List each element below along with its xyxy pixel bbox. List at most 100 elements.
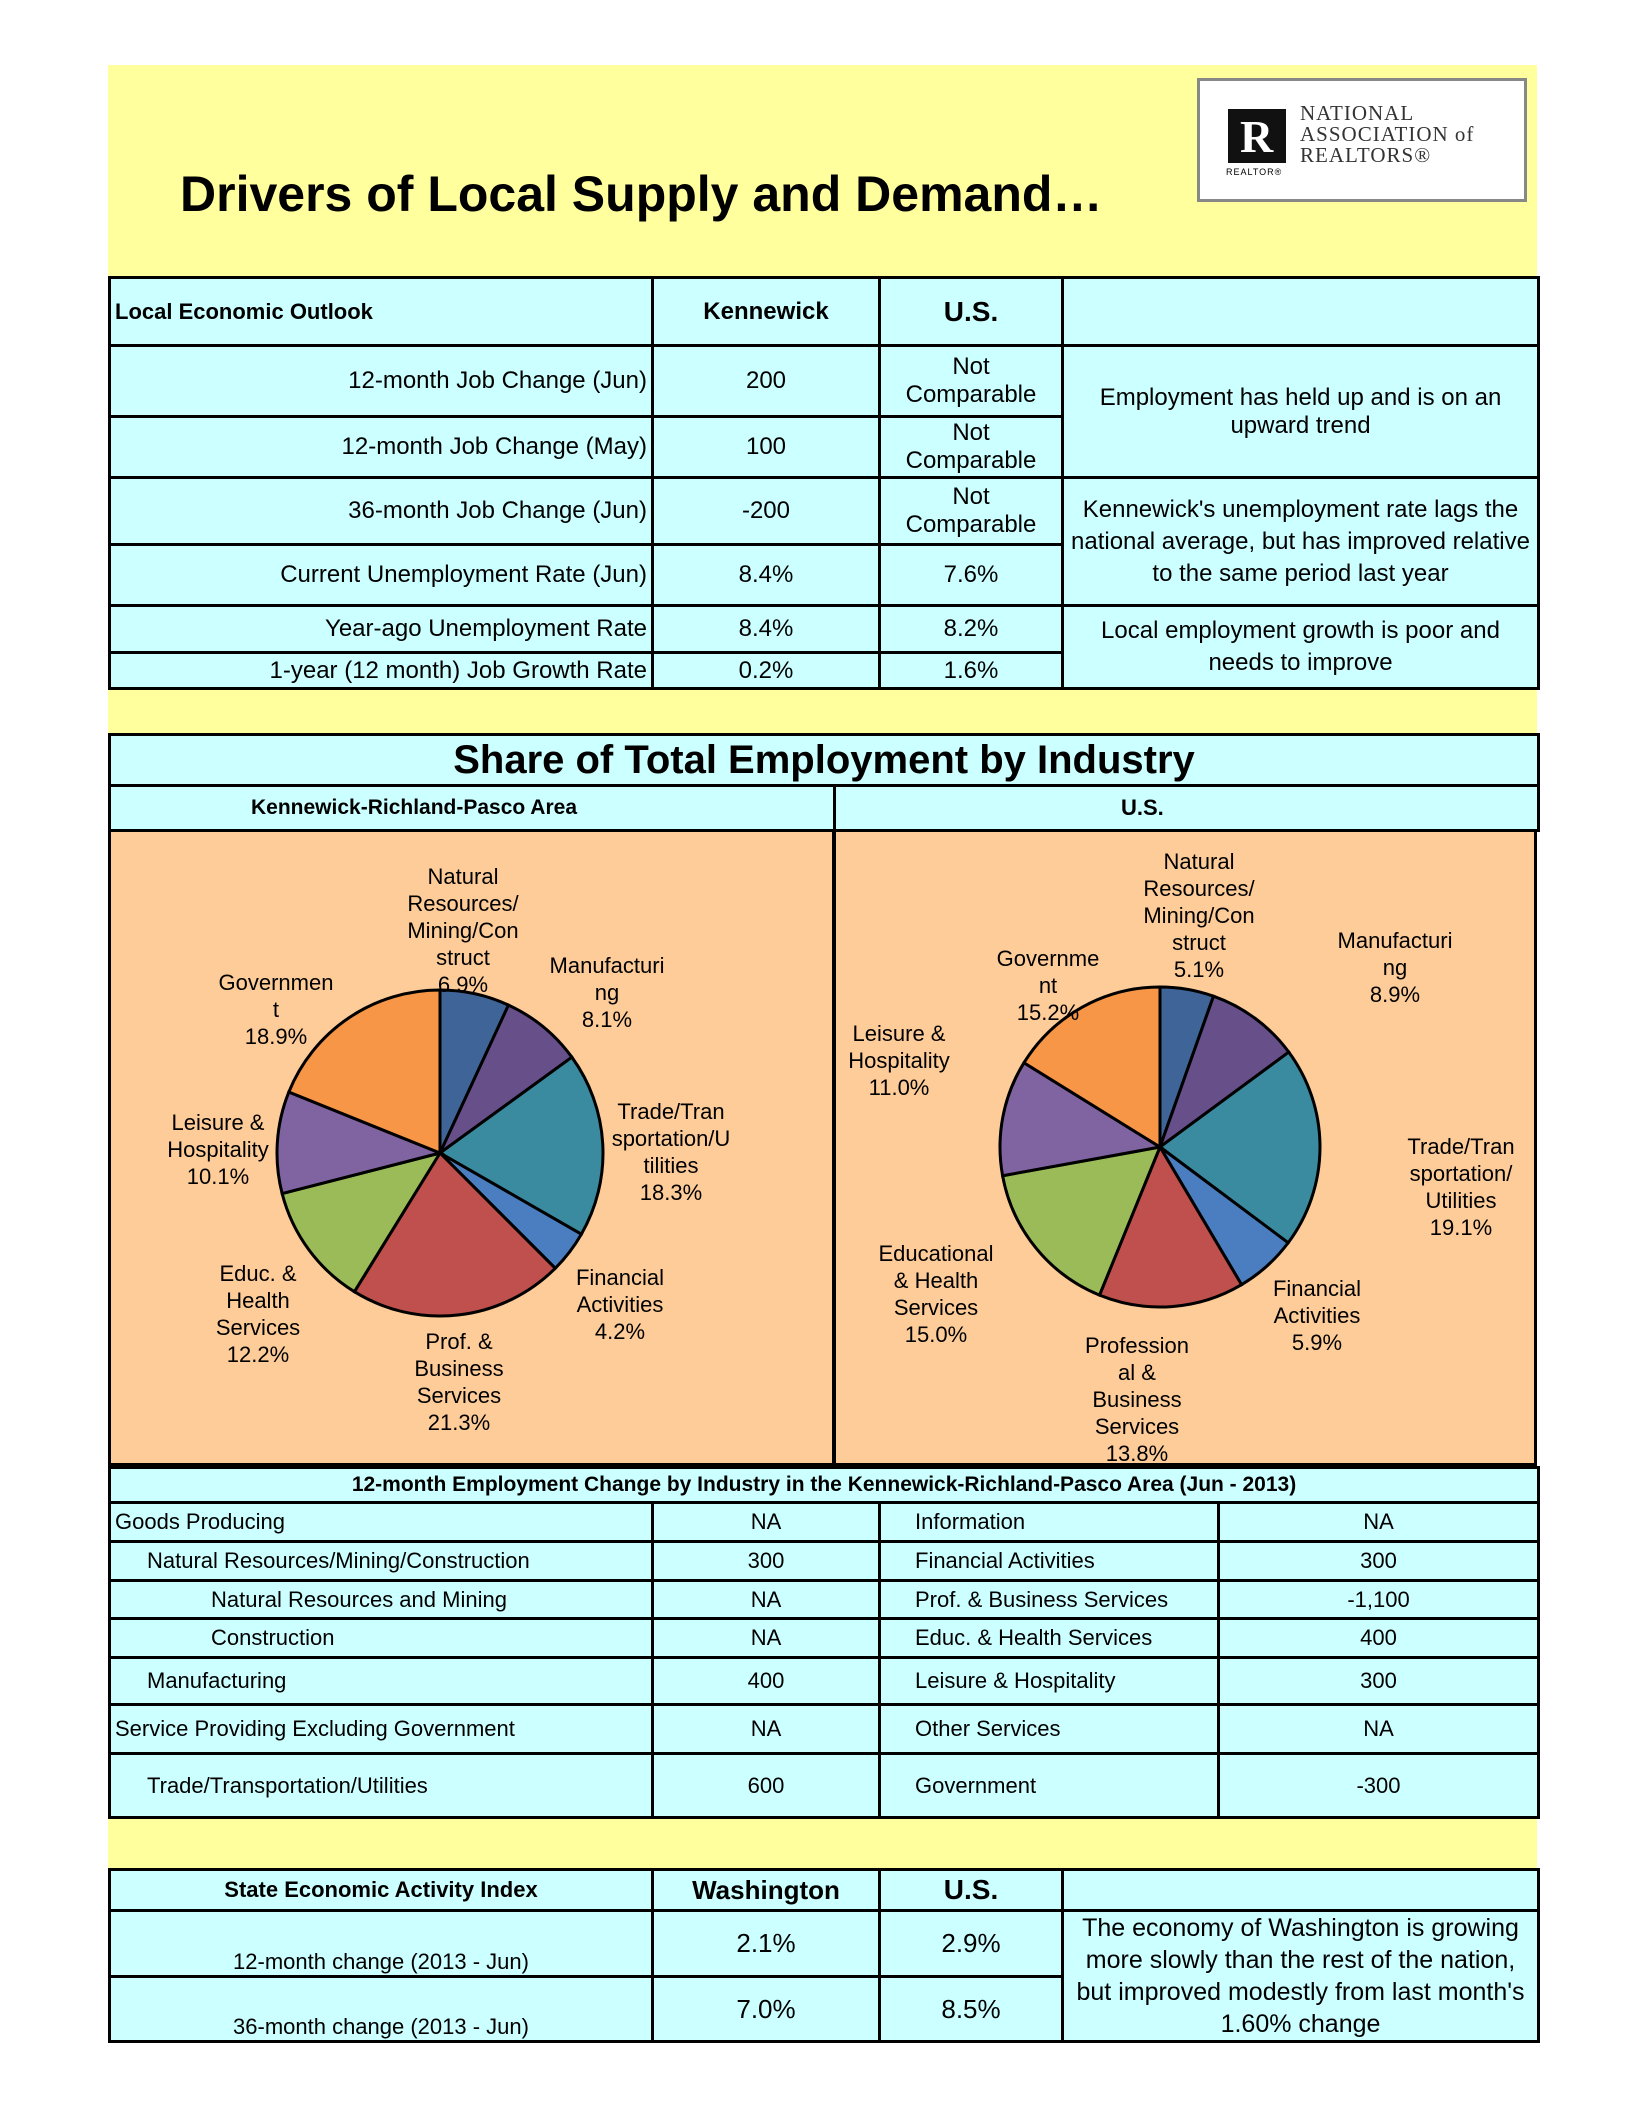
header-cell: Local Economic Outlook — [108, 276, 654, 347]
slice-percent: 13.8% — [1105, 1441, 1169, 1466]
label-line: Services — [893, 1295, 979, 1320]
logo-line: ASSOCIATION of — [1300, 122, 1475, 146]
table-header-row: Local Economic Outlook Kennewick U.S. — [108, 276, 1540, 347]
local-value: 100 — [651, 415, 881, 479]
slice-percent: 15.0% — [904, 1322, 968, 1347]
label-line: ng — [1382, 955, 1408, 980]
pie-slice-label: Prof. & Business Services 21.3% — [414, 1328, 503, 1436]
pie-slice — [280, 1150, 444, 1294]
label-line: struct — [1172, 930, 1226, 955]
header-cell: U.S. — [878, 1868, 1064, 1912]
label-line: Business — [414, 1356, 504, 1381]
slice-percent: 5.9% — [1291, 1330, 1343, 1355]
industry-label: Government — [878, 1752, 1220, 1819]
label-line: Hospitality — [848, 1048, 950, 1073]
header-cell: Washington — [651, 1868, 881, 1912]
change-value: 400 — [651, 1656, 881, 1706]
row-label: Year-ago Unemployment Rate — [108, 604, 654, 654]
us-value: Not Comparable — [878, 415, 1064, 479]
local-value: 7.0% — [651, 1975, 881, 2043]
header-cell — [1061, 1868, 1540, 1912]
slice-percent: 5.1% — [1173, 957, 1225, 982]
pie-slice-label: Manufacturi ng 8.1% — [550, 952, 665, 1033]
nar-logo: R REALTOR® NATIONAL ASSOCIATION of REALT… — [1197, 78, 1527, 202]
local-value: 8.4% — [651, 604, 881, 654]
pie-slice-label: Financial Activities 5.9% — [1273, 1275, 1361, 1356]
header-cell — [1061, 276, 1540, 347]
pie-slice-label: Natural Resources/Mining/Con struct 5.1% — [1143, 848, 1254, 983]
table-row: Goods Producing NA Information NA — [108, 1501, 1541, 1543]
label-line: Educational — [878, 1241, 994, 1266]
industry-label: Leisure & Hospitality — [878, 1656, 1220, 1706]
slice-percent: 8.9% — [1369, 982, 1421, 1007]
pie-slice — [286, 988, 442, 1156]
change-value: 300 — [1216, 1540, 1541, 1582]
row-label: 1-year (12 month) Job Growth Rate — [108, 651, 654, 690]
header-cell: State Economic Activity Index — [108, 1868, 654, 1912]
state-economic-index-table: State Economic Activity Index Washington… — [108, 1868, 1540, 2043]
logo-text: NATIONAL ASSOCIATION of REALTORS® — [1300, 103, 1474, 166]
change-value: NA — [651, 1617, 881, 1659]
label-line: al & — [1118, 1360, 1156, 1385]
label-line: Natural — [1163, 849, 1235, 874]
table-row: Service Providing Excluding Government NA… — [108, 1703, 1541, 1755]
table-row: Current Unemployment Rate (Jun) 8.4% 7.6… — [108, 543, 1539, 607]
label-line: t — [272, 997, 280, 1022]
pie-slice-label: Educ. & Health Services 12.2% — [216, 1260, 300, 1368]
row-label: 12-month change (2013 - Jun) — [108, 1909, 654, 1978]
change-value: -1,100 — [1216, 1579, 1541, 1620]
label-line: ng — [594, 980, 620, 1005]
label-line: Natural — [427, 864, 499, 889]
slice-percent: 18.3% — [639, 1180, 703, 1205]
label-line: struct — [436, 945, 490, 970]
pie-slice — [1157, 1049, 1322, 1245]
label-line: Leisure & — [852, 1021, 946, 1046]
pie-slice-label: Governmen t 18.9% — [219, 969, 334, 1050]
pie-slice — [1097, 1143, 1244, 1309]
industry-label: Financial Activities — [878, 1540, 1220, 1582]
label-line: Resources/ — [407, 891, 519, 916]
local-value: 8.4% — [651, 543, 881, 607]
local-economic-outlook-table: Local Economic Outlook Kennewick U.S. 12… — [108, 276, 1540, 690]
pie-slice-label: Leisure & Hospitality 10.1% — [167, 1109, 268, 1190]
us-value: 7.6% — [878, 543, 1064, 607]
row-label: 36-month change (2013 - Jun) — [108, 1975, 654, 2043]
table-row: Natural Resources and Mining NA Prof. & Bu… — [108, 1579, 1541, 1620]
label-line: Governme — [996, 946, 1100, 971]
label-line: Activities — [1273, 1303, 1361, 1328]
kennewick-pie-chart: Natural Resources/Mining/Con struct 6.9% Man… — [108, 829, 835, 1466]
us-pie-chart: Natural Resources/Mining/Con struct 5.1% Man… — [833, 829, 1537, 1466]
label-line: Profession — [1085, 1333, 1189, 1358]
table-row: Trade/Transportation/Utilities 600 Governm… — [108, 1752, 1541, 1819]
slice-percent: 11.0% — [868, 1075, 930, 1100]
pie-slice — [275, 1090, 445, 1196]
pie-slice-label: Leisure & Hospitality 11.0% — [848, 1020, 949, 1101]
right-chart-title: U.S. — [833, 784, 1540, 832]
row-label: 12-month Job Change (May) — [108, 415, 654, 479]
table-row: Natural Resources/Mining/Construction 300… — [108, 1540, 1541, 1582]
label-line: Health — [226, 1288, 290, 1313]
table-row: Manufacturing 400 Leisure & Hospitality 300 — [108, 1656, 1541, 1706]
slice-percent: 10.1% — [186, 1164, 250, 1189]
comment: Local employment growth is poor and need… — [1061, 604, 1540, 690]
table-row: 12-month Job Change (Jun) 200 Not Compar… — [108, 344, 1540, 479]
pie-slice-label: Natural Resources/Mining/Con struct 6.9% — [407, 863, 518, 998]
slice-percent: 15.2% — [1016, 1000, 1080, 1025]
label-line: Trade/Tran — [617, 1099, 725, 1124]
header-cell: Kennewick — [651, 276, 881, 347]
change-title: 12-month Employment Change by Industry i… — [107, 1466, 1541, 1504]
comment: Kennewick's unemployment rate lags the n… — [1061, 476, 1540, 607]
us-value: Not Comparable — [878, 344, 1064, 418]
logo-line: REALTORS® — [1300, 143, 1432, 167]
comment: The economy of Washington is growing mor… — [1061, 1909, 1540, 2043]
pie-slice — [1156, 994, 1291, 1152]
pie-slice-label: Profession al & Business Services 13.8% — [1085, 1332, 1189, 1467]
label-line: Financial — [1272, 1276, 1362, 1301]
change-value: 600 — [651, 1752, 881, 1819]
label-line: Prof. & — [425, 1329, 493, 1354]
slice-percent: 4.2% — [594, 1319, 646, 1344]
left-chart-title: Kennewick-Richland-Pasco Area — [108, 784, 836, 832]
pie-slice-label: Educational & Health Services 15.0% — [879, 1240, 994, 1348]
industry-label: Manufacturing — [108, 1656, 654, 1706]
pie-slice-label: Governme nt 15.2% — [997, 945, 1100, 1026]
